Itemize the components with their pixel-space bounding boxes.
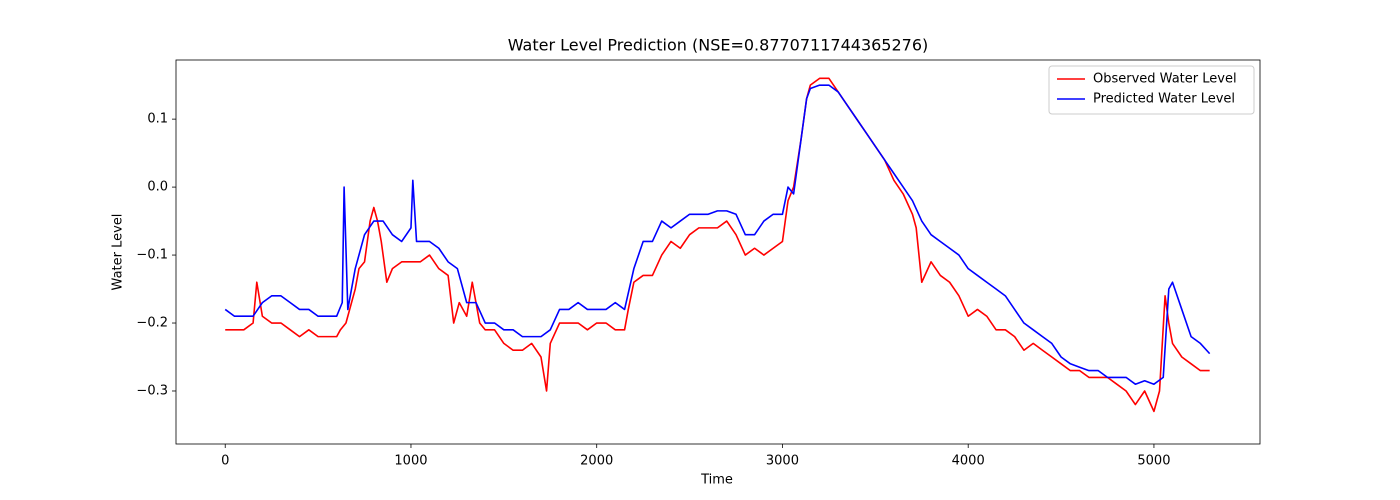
x-tick-label: 3000 bbox=[766, 454, 799, 469]
data-line bbox=[225, 77, 1210, 413]
y-axis-label: Water Level bbox=[111, 214, 126, 291]
legend-label: Observed Water Level bbox=[1093, 72, 1237, 87]
data-line bbox=[224, 84, 1211, 385]
x-tick-label: 2000 bbox=[580, 454, 613, 469]
x-axis-label: Time bbox=[700, 473, 733, 488]
plot-frame bbox=[175, 59, 1261, 445]
x-tick-label: 4000 bbox=[952, 454, 985, 469]
y-tick-label: 0.1 bbox=[147, 112, 168, 127]
y-tick-label: 0.0 bbox=[147, 180, 168, 195]
y-tick-label: −0.1 bbox=[136, 248, 168, 263]
y-tick-label: −0.2 bbox=[136, 316, 168, 331]
legend-label: Predicted Water Level bbox=[1093, 92, 1235, 107]
legend-box bbox=[1048, 65, 1255, 115]
chart-title: Water Level Prediction (NSE=0.8770711744… bbox=[508, 36, 929, 55]
x-tick-label: 1000 bbox=[394, 454, 427, 469]
y-tick-label: −0.3 bbox=[136, 383, 168, 398]
x-tick-label: 5000 bbox=[1137, 454, 1170, 469]
x-tick-label: 0 bbox=[221, 454, 229, 469]
